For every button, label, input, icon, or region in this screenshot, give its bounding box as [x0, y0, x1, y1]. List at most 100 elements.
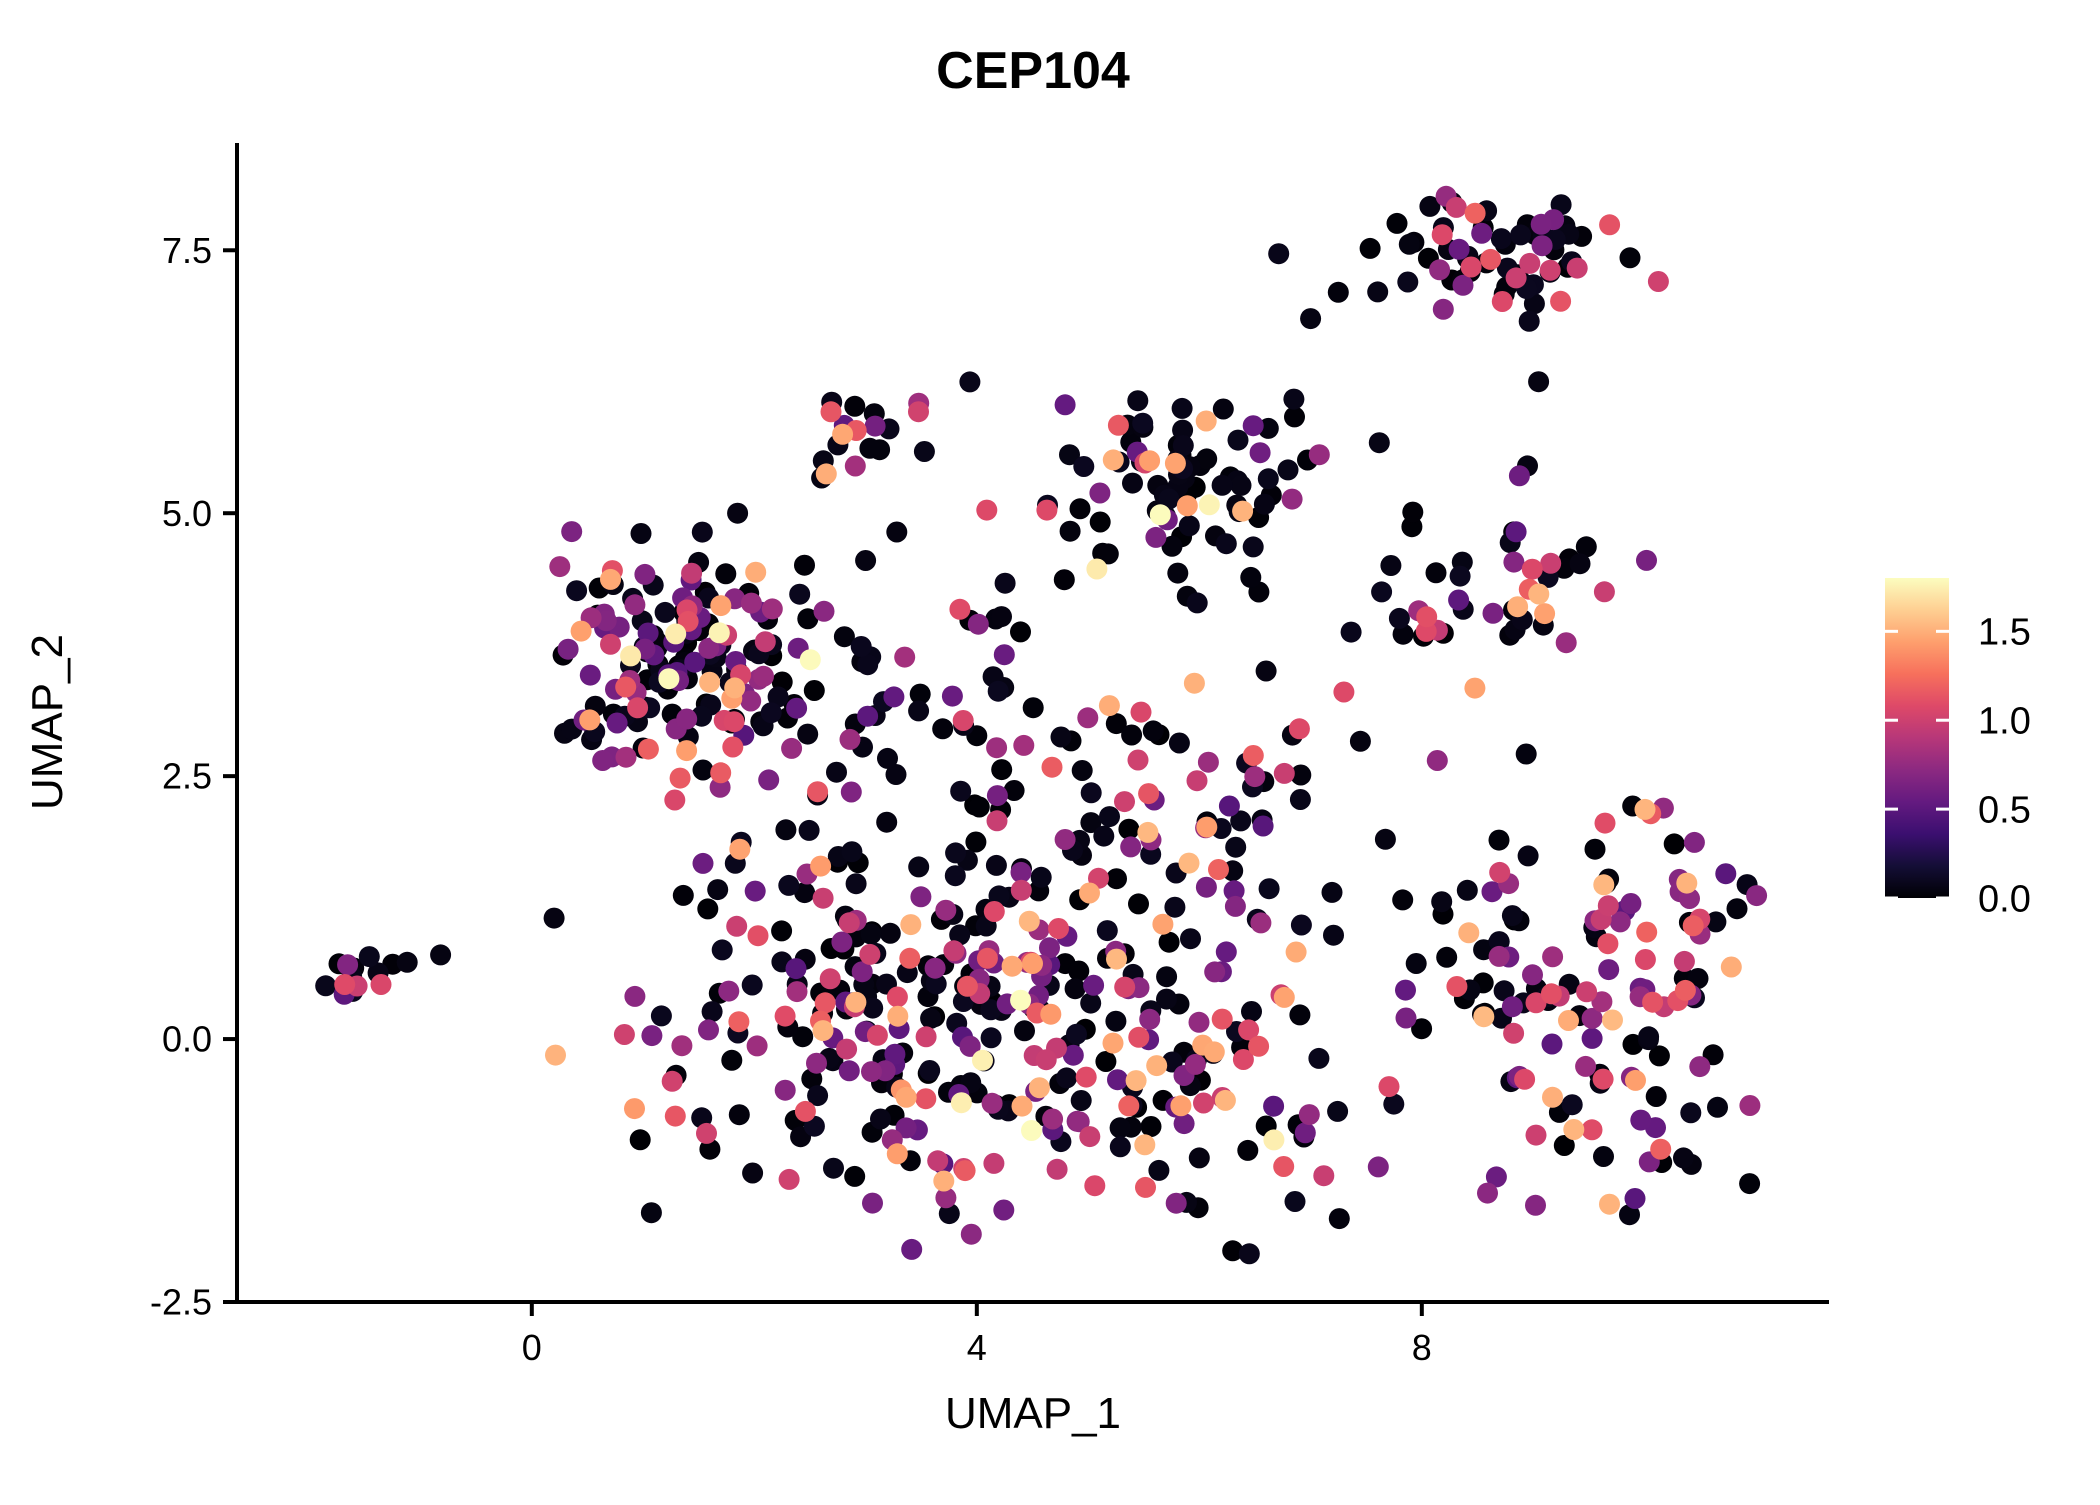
- data-point: [1140, 1116, 1162, 1137]
- data-point: [1080, 992, 1102, 1014]
- data-point: [1109, 1136, 1131, 1158]
- data-point: [1066, 1023, 1087, 1045]
- data-point: [1395, 979, 1416, 1001]
- data-point: [1084, 1175, 1106, 1197]
- data-point: [729, 838, 751, 860]
- data-point: [1273, 986, 1295, 1008]
- data-point: [798, 819, 820, 841]
- data-point: [1636, 921, 1658, 943]
- data-point: [807, 781, 829, 803]
- data-point: [721, 1049, 743, 1071]
- data-point: [1689, 1056, 1711, 1078]
- data-point: [1416, 606, 1438, 628]
- data-point: [1222, 1240, 1244, 1262]
- data-point: [699, 1138, 721, 1160]
- data-point: [983, 901, 1005, 922]
- data-point: [1491, 291, 1513, 312]
- data-point: [1397, 271, 1419, 293]
- data-point: [1321, 881, 1343, 903]
- data-point: [774, 1005, 796, 1027]
- data-point: [1289, 789, 1311, 810]
- data-point: [1625, 1069, 1646, 1091]
- data-point: [1242, 415, 1264, 437]
- data-point: [1458, 922, 1480, 944]
- data-point: [1258, 878, 1280, 900]
- data-point: [710, 595, 732, 617]
- data-point: [1252, 815, 1274, 837]
- data-point: [1501, 905, 1523, 927]
- data-point: [1237, 1139, 1259, 1161]
- data-point: [1227, 429, 1249, 451]
- data-point: [1010, 879, 1032, 901]
- data-point: [1249, 442, 1271, 464]
- data-point: [742, 1162, 764, 1184]
- data-point: [600, 568, 621, 590]
- data-point: [1517, 845, 1539, 867]
- data-point: [959, 1035, 981, 1057]
- data-point: [1069, 498, 1091, 520]
- data-point: [1563, 1119, 1585, 1140]
- data-point: [600, 633, 621, 655]
- data-point: [981, 1092, 1003, 1114]
- data-point: [885, 764, 907, 785]
- data-point: [1555, 632, 1577, 654]
- data-point: [1056, 1067, 1078, 1089]
- data-point: [812, 1020, 834, 1042]
- data-point: [884, 1043, 906, 1065]
- data-point: [758, 769, 780, 791]
- data-point: [1514, 1068, 1536, 1090]
- data-point: [615, 676, 637, 698]
- data-point: [696, 1122, 717, 1144]
- data-point: [691, 521, 713, 543]
- data-point: [1273, 762, 1295, 784]
- data-point: [1380, 555, 1402, 576]
- data-point: [983, 1152, 1005, 1174]
- data-point: [1392, 623, 1414, 645]
- data-point: [761, 598, 783, 620]
- data-point: [799, 649, 821, 671]
- data-point: [949, 924, 971, 946]
- data-point: [861, 1061, 882, 1083]
- data-point: [1050, 726, 1072, 748]
- plot-title: CEP104: [936, 42, 1130, 100]
- data-point: [1398, 233, 1420, 255]
- data-point: [1134, 1134, 1156, 1156]
- data-point: [775, 819, 797, 841]
- data-point: [1333, 681, 1355, 703]
- data-point: [1542, 946, 1564, 968]
- data-point: [1238, 1019, 1260, 1041]
- colorbar-gradient: [1885, 578, 1949, 898]
- data-point: [986, 810, 1008, 832]
- data-point: [1068, 1111, 1090, 1133]
- data-point: [812, 887, 834, 909]
- data-point: [692, 852, 714, 874]
- colorbar-tick-mark: [1885, 807, 1898, 811]
- data-point: [1340, 621, 1362, 643]
- data-point: [794, 1100, 816, 1122]
- data-point: [866, 1024, 888, 1046]
- data-point: [1485, 1166, 1507, 1188]
- data-point: [579, 709, 601, 731]
- data-point: [1327, 1100, 1349, 1122]
- data-point: [681, 562, 703, 584]
- data-point: [925, 973, 947, 995]
- colorbar-tick-mark: [1885, 896, 1898, 900]
- data-point: [1022, 697, 1044, 719]
- data-point: [315, 975, 337, 997]
- data-point: [1073, 456, 1095, 477]
- data-point: [1071, 760, 1093, 781]
- data-point: [952, 710, 974, 731]
- data-point: [630, 523, 652, 544]
- data-point: [1120, 836, 1142, 858]
- data-point: [1028, 1077, 1050, 1099]
- data-point: [1255, 660, 1277, 682]
- data-point: [1198, 494, 1220, 516]
- data-point: [1673, 1147, 1694, 1169]
- data-point: [1445, 196, 1467, 218]
- data-point: [1186, 592, 1208, 614]
- data-point: [561, 521, 583, 543]
- data-point: [1212, 398, 1234, 420]
- data-point: [1540, 552, 1562, 574]
- data-point: [1493, 980, 1515, 1002]
- data-point: [1130, 701, 1152, 723]
